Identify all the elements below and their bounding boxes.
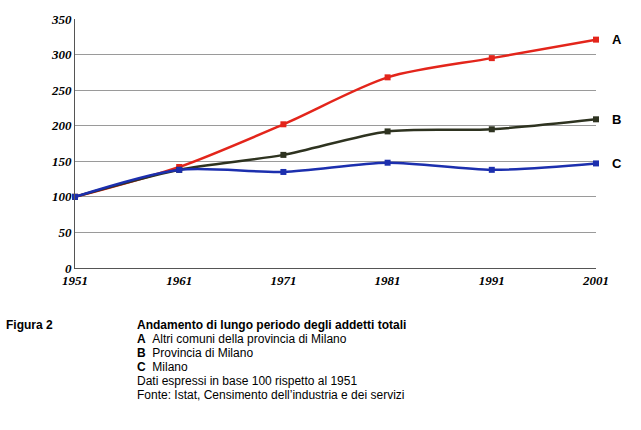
svg-text:1961: 1961 <box>166 273 192 288</box>
svg-text:0: 0 <box>65 261 72 276</box>
html-text:Altri comuni della provincia d: Altri comuni della provincia di Milano <box>152 332 347 346</box>
html-text:Milano: Milano <box>152 360 188 374</box>
svg-text:150: 150 <box>52 154 72 169</box>
svg-text:A: A <box>612 32 622 47</box>
svg-text:300: 300 <box>51 47 72 62</box>
html-text:C: C <box>137 360 146 374</box>
svg-text:100: 100 <box>52 189 72 204</box>
svg-text:1951: 1951 <box>62 273 88 288</box>
html-text:Dati espressi in base 100 risp: Dati espressi in base 100 rispetto al 19… <box>137 374 358 388</box>
svg-text:1991: 1991 <box>479 273 505 288</box>
html-text:A: A <box>137 332 146 346</box>
html-text:B: B <box>137 346 146 360</box>
svg-text:1971: 1971 <box>270 273 296 288</box>
html-text:Provincia di Milano: Provincia di Milano <box>152 346 254 360</box>
svg-text:200: 200 <box>51 118 72 133</box>
svg-text:1981: 1981 <box>375 273 401 288</box>
svg-text:350: 350 <box>51 12 72 27</box>
html-text:Figura 2: Figura 2 <box>6 318 53 332</box>
svg-text:50: 50 <box>58 225 72 240</box>
svg-text:C: C <box>612 156 622 171</box>
svg-text:250: 250 <box>51 83 72 98</box>
html-text:Andamento di lungo periodo deg: Andamento di lungo periodo degli addetti… <box>137 318 407 332</box>
svg-text:2001: 2001 <box>582 273 609 288</box>
html-text:Fonte: Istat, Censimento dell’: Fonte: Istat, Censimento dell’industria … <box>137 388 405 402</box>
svg-text:B: B <box>612 112 621 127</box>
